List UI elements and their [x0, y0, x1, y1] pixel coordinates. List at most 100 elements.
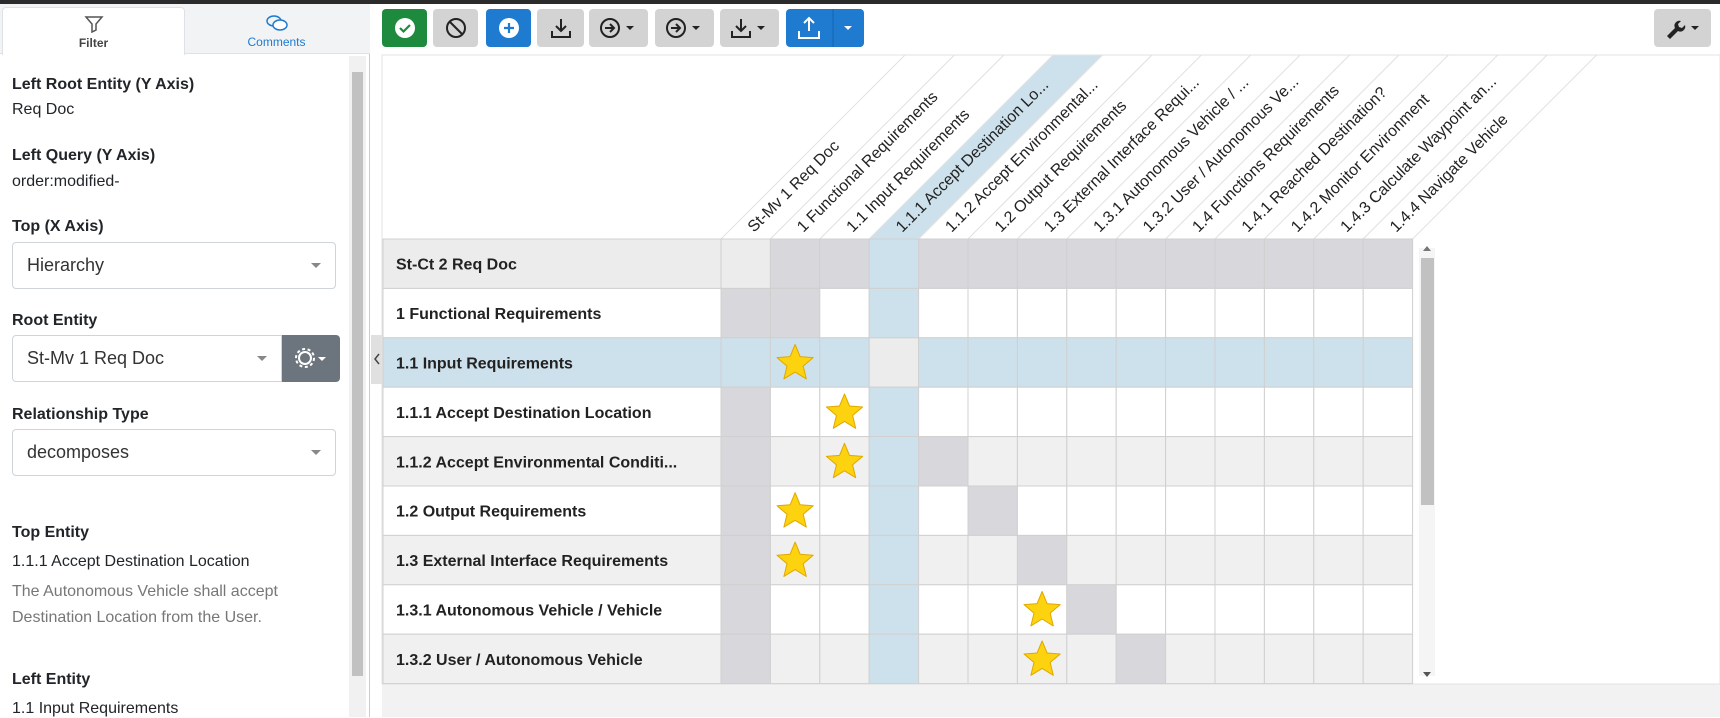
matrix-cell	[1066, 633, 1117, 685]
matrix-cell	[967, 238, 1018, 289]
matrix-cell	[1165, 584, 1216, 635]
scroll-up[interactable]	[1423, 246, 1431, 251]
navigate-menu[interactable]	[655, 9, 714, 47]
matrix-cell	[1066, 436, 1117, 487]
matrix-cell	[1313, 238, 1364, 289]
matrix-cell	[1263, 337, 1315, 388]
relationship-star[interactable]	[825, 393, 864, 429]
import-menu[interactable]	[720, 9, 779, 47]
scrollbar-thumb[interactable]	[352, 72, 363, 676]
relationship-star[interactable]	[825, 442, 864, 479]
scroll-down[interactable]	[1423, 672, 1431, 677]
scrollbar[interactable]	[349, 56, 366, 717]
comments-tab[interactable]: Comments	[183, 7, 370, 54]
matrix-cell	[1263, 386, 1315, 438]
scrollbar-thumb[interactable]	[1421, 258, 1434, 505]
settings-button[interactable]	[282, 335, 340, 382]
row-header: St-Ct 2 Req Doc	[396, 257, 517, 274]
matrix-cell	[720, 386, 771, 438]
matrix-cell	[1263, 633, 1315, 685]
matrix-cell	[1016, 485, 1068, 536]
matrix-cell	[1115, 287, 1167, 339]
relationship-star[interactable]	[776, 344, 814, 380]
relationship-star[interactable]	[1023, 591, 1061, 627]
row-header: 1.3.2 User / Autonomous Vehicle	[396, 652, 643, 669]
matrix-cell	[769, 386, 821, 438]
matrix-cell	[1214, 238, 1265, 289]
matrix-cell	[819, 485, 870, 536]
accept-button[interactable]	[382, 9, 427, 47]
select[interactable]: decomposes	[12, 429, 336, 476]
matrix-cell	[1115, 534, 1167, 586]
chevron-icon	[374, 353, 380, 365]
matrix-cell	[1263, 534, 1315, 586]
collapse-handle[interactable]	[371, 335, 383, 384]
entity-name: 1.1.1 Accept Destination Location	[12, 553, 250, 570]
matrix-cell	[1066, 287, 1117, 339]
matrix-cell	[868, 584, 920, 635]
matrix-cell	[1066, 386, 1117, 438]
tab-label: Filter	[78, 36, 109, 50]
matrix-cell	[819, 584, 870, 635]
sidebar: Filter Comments Left Root Entity (Y Axis…	[0, 4, 370, 717]
matrix-cell	[1214, 633, 1265, 685]
field-label: Top (X Axis)	[12, 218, 104, 235]
matrix-cell	[1016, 534, 1068, 586]
matrix-cell	[967, 485, 1018, 536]
matrix-cell	[1313, 287, 1364, 339]
matrix-cell	[1165, 534, 1216, 586]
matrix-cell	[1165, 386, 1216, 438]
matrix-cell	[967, 534, 1018, 586]
matrix-cell	[1362, 485, 1414, 536]
relationship-star[interactable]	[776, 492, 814, 528]
matrix-cell	[918, 633, 969, 685]
row-header: 1.3 External Interface Requirements	[396, 553, 668, 570]
row-header-cell	[382, 287, 722, 339]
matrix-cell	[1263, 485, 1315, 536]
matrix-cell	[1362, 436, 1414, 487]
filter-icon	[83, 16, 104, 34]
matrix-cell	[918, 337, 969, 388]
select-value: decomposes	[27, 442, 130, 462]
matrix-cell	[1115, 584, 1167, 635]
matrix-cell	[967, 584, 1018, 635]
export-split-button[interactable]	[786, 9, 864, 47]
row-header-cell	[382, 238, 722, 289]
matrix-cell	[1362, 534, 1414, 586]
relationship-star[interactable]	[776, 541, 814, 577]
matrix-cell	[720, 584, 771, 635]
matrix-cell	[1263, 287, 1315, 339]
matrix-cell	[868, 534, 920, 586]
select-value: Hierarchy	[27, 255, 105, 275]
matrix-cell	[967, 633, 1018, 685]
upload-icon	[798, 9, 852, 47]
matrix-cell	[720, 337, 771, 388]
add-button[interactable]	[486, 9, 531, 47]
matrix-cell	[1214, 436, 1265, 487]
row-header-cell	[382, 337, 722, 388]
download-button[interactable]	[537, 9, 584, 47]
navigate-menu[interactable]	[589, 9, 648, 47]
select[interactable]: St-Mv 1 Req Doc	[12, 335, 282, 382]
select-value: St-Mv 1 Req Doc	[27, 348, 165, 368]
matrix-cell	[1362, 337, 1414, 388]
filter-tab[interactable]: Filter	[2, 7, 185, 55]
relationship-star[interactable]	[1023, 640, 1061, 676]
matrix-cell	[1115, 633, 1167, 685]
cancel-button[interactable]	[433, 9, 478, 47]
row-header-cell	[382, 633, 722, 685]
row-header: 1.1 Input Requirements	[396, 356, 573, 373]
matrix-cell	[1214, 584, 1265, 635]
select[interactable]: Hierarchy	[12, 242, 336, 289]
field-label: Left Root Entity (Y Axis)	[12, 76, 195, 93]
tools-menu[interactable]	[1654, 9, 1711, 47]
matrix-cell	[1362, 633, 1414, 685]
matrix-cell	[1362, 287, 1414, 339]
matrix-cell	[1115, 485, 1167, 536]
field-value: order:modified-	[12, 173, 120, 190]
matrix-cell	[1313, 386, 1364, 438]
download-icon	[730, 19, 765, 38]
matrix-cell	[1313, 436, 1364, 487]
